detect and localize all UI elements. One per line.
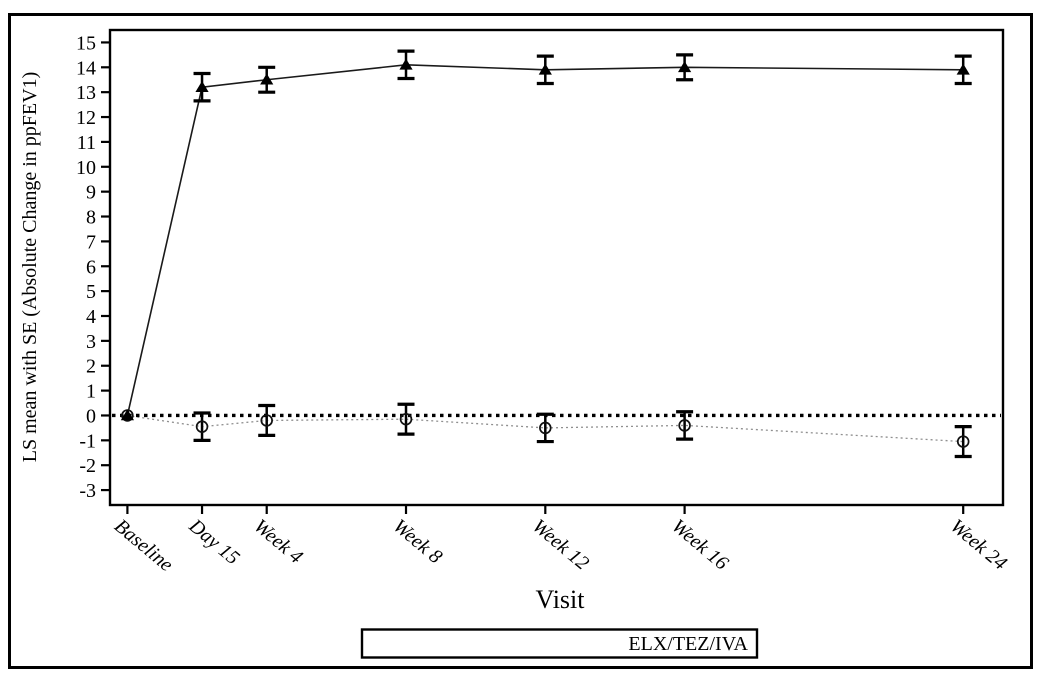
- open-circle-marker: [260, 414, 273, 427]
- filled-triangle-marker: [678, 61, 692, 73]
- series-0-points: [121, 402, 972, 459]
- open-circle-marker: [678, 419, 691, 432]
- open-circle-marker: [956, 435, 970, 448]
- open-circle-marker: [539, 421, 552, 435]
- y-axis-title: LS mean with SE (Absolute Change in ppFE…: [19, 72, 41, 463]
- plot-frame: [108, 28, 1005, 507]
- y-tick-label: 15: [76, 32, 96, 54]
- filled-triangle-marker: [399, 58, 413, 70]
- filled-triangle-marker: [195, 80, 209, 92]
- x-axis-title: Visit: [535, 585, 585, 614]
- figure-border: [8, 13, 1033, 669]
- y-tick-label: 5: [86, 281, 96, 303]
- legend-entry-label: ELX/TEZ/IVA: [628, 633, 748, 655]
- y-tick-label: 1: [86, 381, 96, 403]
- y-tick-label: 11: [77, 132, 96, 154]
- y-tick-label: -2: [79, 455, 96, 477]
- y-tick-label: 8: [86, 207, 96, 229]
- y-tick-label: 0: [86, 405, 96, 427]
- y-tick-label: 9: [86, 182, 96, 204]
- y-tick-label: 4: [86, 306, 96, 328]
- y-tick-label: -1: [79, 430, 96, 452]
- y-tick-label: 10: [76, 157, 96, 179]
- filled-triangle-marker: [956, 63, 970, 75]
- series-1-points: [120, 49, 972, 421]
- y-tick-label: 6: [86, 256, 96, 278]
- y-tick-label: 2: [86, 356, 96, 378]
- y-tick-label: 7: [86, 231, 96, 253]
- y-tick-label: 13: [76, 82, 96, 104]
- filled-triangle-marker: [260, 73, 274, 85]
- legend-box: [360, 628, 759, 659]
- y-tick-label: 3: [86, 331, 96, 353]
- open-circle-marker: [399, 412, 413, 426]
- legend: ELX/TEZ/IVA: [360, 628, 759, 659]
- y-tick-label: -3: [79, 480, 96, 502]
- filled-triangle-marker: [538, 63, 552, 75]
- open-circle-marker: [195, 420, 209, 433]
- filled-triangle-marker: [120, 409, 135, 421]
- y-tick-label: 12: [76, 107, 96, 129]
- y-tick-label: 14: [76, 57, 96, 79]
